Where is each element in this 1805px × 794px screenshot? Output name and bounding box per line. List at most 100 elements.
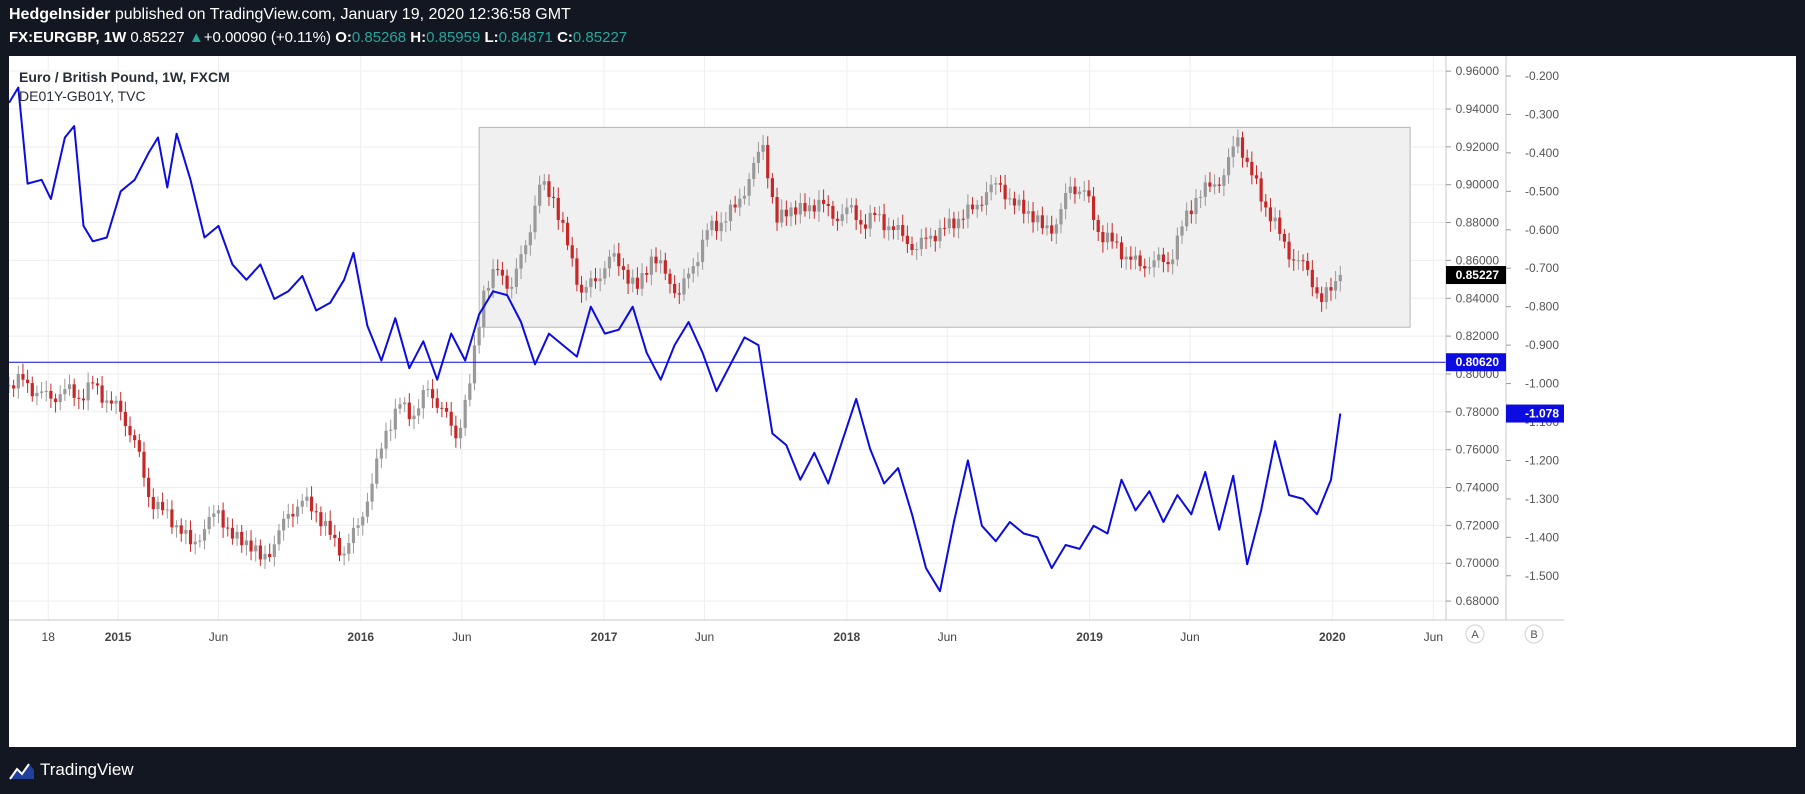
time-tick-label: 2016 (347, 630, 374, 644)
price-candle (151, 488, 155, 520)
candle-body (212, 513, 216, 517)
tradingview-logo-icon[interactable] (9, 761, 35, 781)
price-candle (952, 211, 956, 238)
price-axis-ticks: 0.68000 0.70000 0.72000 0.74000 0.76000 0.780… (1446, 64, 1499, 608)
price-candle (854, 198, 858, 231)
price-candle (179, 518, 183, 542)
tradingview-brand[interactable]: TradingView (40, 760, 134, 779)
price-candle (412, 405, 416, 430)
candle-body (407, 402, 411, 420)
price-candle (821, 189, 826, 213)
author-name[interactable]: HedgeInsider (9, 6, 111, 23)
candle-body (133, 435, 137, 441)
candle-body (328, 520, 332, 535)
candle-body (640, 273, 644, 289)
candle-body (188, 530, 193, 545)
candle-body (891, 226, 896, 230)
price-tick-label: 0.94000 (1456, 102, 1500, 116)
auto-scale-button[interactable]: A (1465, 624, 1485, 644)
b-scale-button[interactable]: B (1524, 624, 1544, 644)
price-candle (998, 175, 1003, 193)
published-text: published on TradingView.com, January 19… (114, 6, 571, 23)
candle-body (1133, 255, 1138, 260)
price-tick-label: 0.90000 (1456, 178, 1500, 192)
price-candle (603, 261, 607, 285)
candle-body (770, 178, 774, 198)
price-candle (156, 496, 160, 519)
chart-footer: TradingView (0, 748, 1805, 794)
price-candle (7, 376, 11, 394)
candle-body (305, 496, 309, 501)
candle-body (710, 220, 714, 231)
price-candle (943, 217, 947, 236)
candle-body (1287, 241, 1291, 260)
price-candle (1292, 248, 1296, 271)
candle-body (808, 205, 812, 212)
price-candle (575, 247, 579, 292)
candle-body (463, 399, 467, 428)
price-candle (584, 280, 588, 301)
price-candle (1161, 247, 1165, 273)
spread-scale[interactable] (1506, 56, 1564, 620)
price-candle (1115, 233, 1119, 249)
candle-body (761, 144, 765, 152)
price-candle (589, 270, 593, 298)
candle-body (81, 398, 86, 401)
price-candle (81, 388, 86, 410)
price-candle (705, 223, 709, 247)
price-candle (393, 398, 397, 439)
candle-body (1003, 184, 1007, 200)
svg-text:0.85227: 0.85227 (1456, 268, 1500, 282)
candle-body (607, 256, 612, 269)
price-candle (202, 519, 207, 550)
price-candle (482, 285, 486, 338)
price-candle (16, 365, 20, 399)
candle-body (1301, 260, 1305, 262)
candle-body (72, 384, 76, 398)
price-candle (849, 197, 854, 214)
price-candle (910, 236, 914, 256)
candle-body (249, 540, 253, 552)
candle-body (752, 162, 756, 180)
price-scale[interactable] (1446, 56, 1506, 620)
candle-body (700, 239, 705, 263)
price-candle (1105, 222, 1110, 250)
spread-tick-label: -1.200 (1525, 453, 1559, 467)
price-candle (938, 219, 942, 249)
price-chart[interactable]: Euro / British Pound, 1W, FXCM DE01Y-GB0… (7, 56, 1796, 747)
price-candle (761, 134, 765, 160)
price-candle (1236, 129, 1240, 154)
candle-body (1240, 137, 1245, 158)
price-candle (486, 280, 491, 301)
price-candle (570, 236, 574, 267)
spread-line (8, 86, 1342, 593)
price-candle (1022, 190, 1026, 224)
candle-body (565, 222, 570, 246)
price-candle (72, 378, 76, 406)
time-tick-label: Jun (1424, 630, 1443, 644)
price-candle (1124, 246, 1128, 270)
price-candle (342, 546, 346, 566)
candle-body (645, 273, 649, 275)
candle-body (626, 269, 630, 284)
price-candle (398, 397, 402, 415)
candle-body (161, 501, 165, 511)
price-candle (282, 511, 286, 541)
price-candle (1180, 220, 1184, 244)
candle-body (877, 214, 882, 216)
candle-body (1245, 157, 1249, 162)
price-tick-label: 0.84000 (1456, 291, 1500, 305)
candle-body (1278, 217, 1282, 234)
price-candle (1054, 218, 1058, 244)
price-candle (63, 378, 67, 401)
candle-body (784, 209, 788, 217)
price-candle (1119, 236, 1124, 268)
chart-frame[interactable]: Euro / British Pound, 1W, FXCM DE01Y-GB0… (7, 56, 1796, 747)
time-axis[interactable] (9, 620, 1446, 647)
candle-body (119, 400, 123, 412)
candle-body (984, 192, 989, 206)
candle-body (612, 253, 616, 257)
price-candle (44, 380, 48, 402)
candle-body (137, 440, 141, 452)
candle-body (151, 496, 155, 510)
